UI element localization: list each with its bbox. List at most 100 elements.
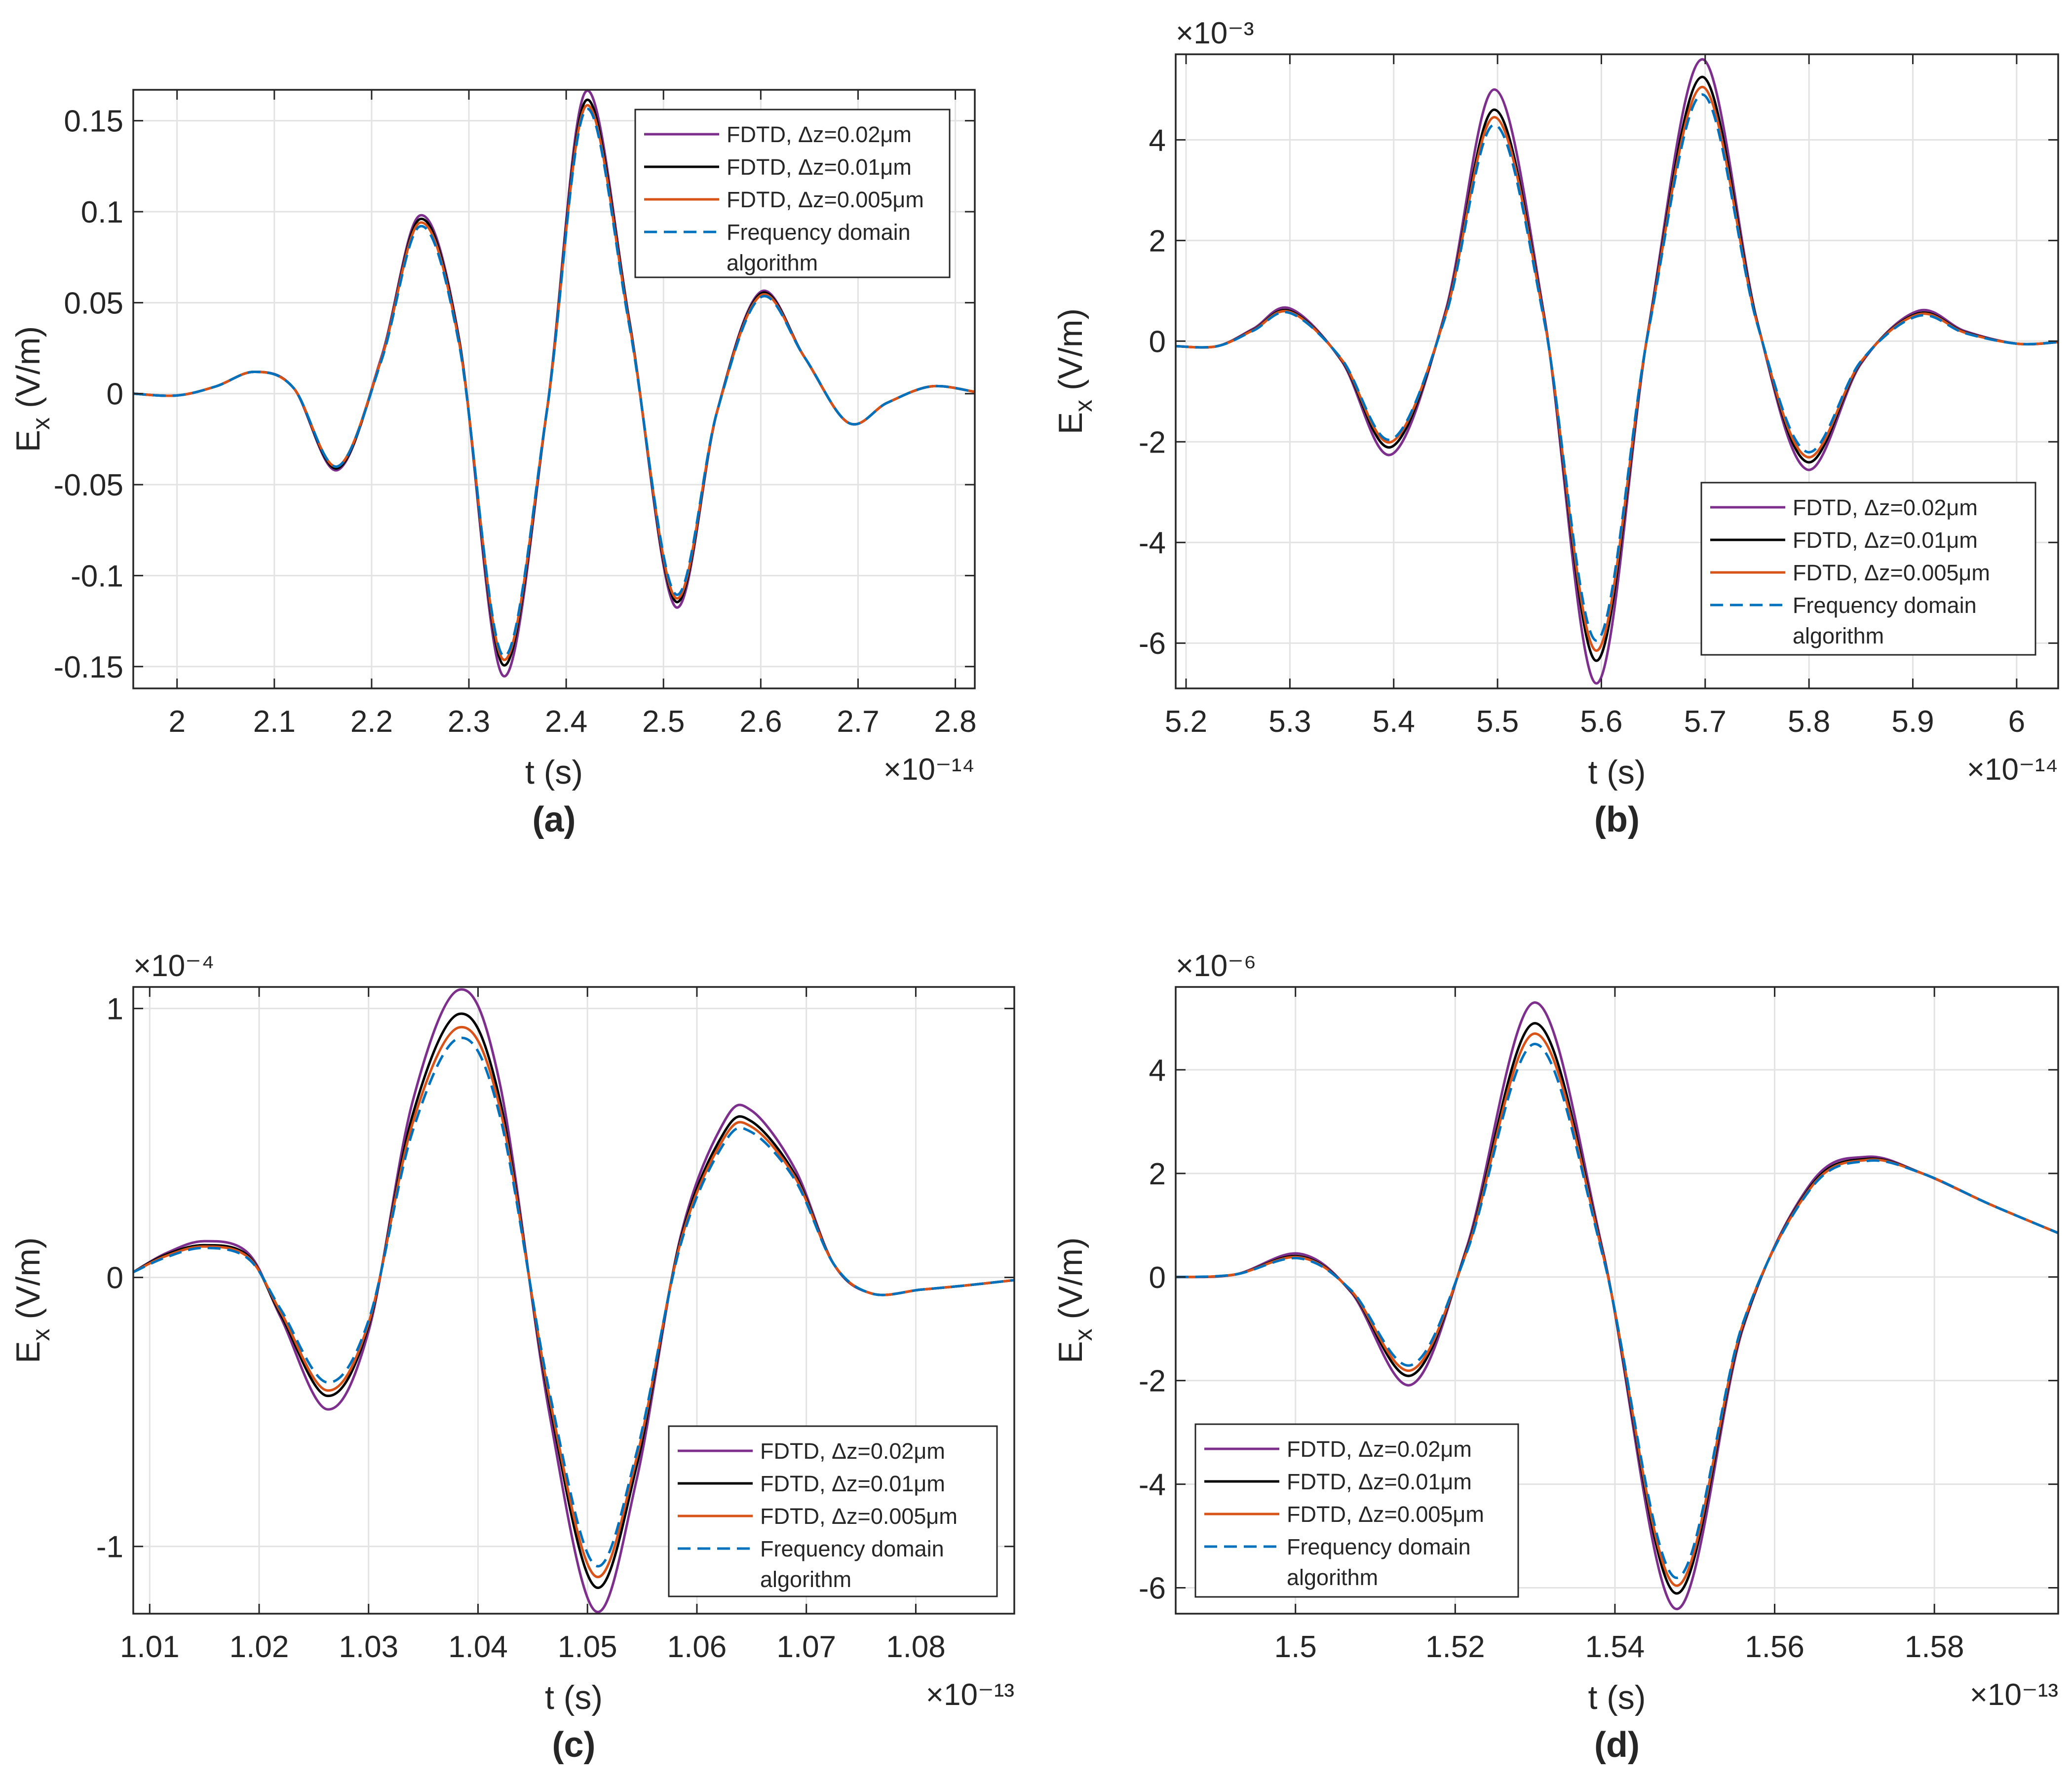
panel-b-series-line-4: [1176, 93, 2058, 642]
panel-b-legend-label-3: FDTD, Δz=0.005μm: [1793, 560, 1990, 585]
panel-b-legend-label-5: algorithm: [1793, 623, 1884, 648]
panel-c-legend: FDTD, Δz=0.02μm FDTD, Δz=0.01μm FDTD, Δz=0…: [668, 1425, 998, 1597]
panel-a-y-tick-label: -0.05: [54, 468, 123, 502]
panel-b-y-tick-label: 2: [1149, 224, 1166, 258]
panel-b-panel-label: (b): [1594, 800, 1640, 839]
panel-b-x-tick-label: 5.3: [1268, 705, 1311, 739]
panel-b-series-group: [1176, 58, 2058, 685]
panel-a-y-tick-label: -0.1: [71, 559, 123, 593]
panel-a-x-tick-label: 2.8: [934, 705, 976, 739]
panel-a-legend-label-5: algorithm: [727, 250, 818, 275]
panel-a-y-axis-label: Ex (V/m): [9, 326, 55, 452]
panel-a-x-tick-label: 2.4: [545, 705, 587, 739]
panel-d-axes-box: [1175, 986, 2059, 1615]
panel-b-x-tick-label: 5.5: [1476, 705, 1519, 739]
panel-d-y-tick-label: 0: [1149, 1261, 1166, 1295]
panel-c-legend-box: [668, 1425, 998, 1597]
panel-c-x-exponent: ×10⁻¹³: [926, 1678, 1014, 1712]
panel-a-x-tick-label: 2.6: [739, 705, 782, 739]
panel-a-legend-box: [634, 109, 951, 278]
panel-c-x-tick-label: 1.04: [448, 1630, 508, 1664]
panel-d-legend-label-3: FDTD, Δz=0.005μm: [1287, 1502, 1484, 1527]
panel-b-y-axis-label: Ex (V/m): [1052, 308, 1097, 434]
panel-a-legend-label-3: FDTD, Δz=0.005μm: [727, 187, 924, 212]
panel-a-legend-label-1: FDTD, Δz=0.02μm: [727, 122, 912, 147]
panel-c-series-line-4: [133, 1036, 1014, 1568]
panel-c-legend-label-2: FDTD, Δz=0.01μm: [760, 1471, 945, 1496]
panel-c-legend-label-1: FDTD, Δz=0.02μm: [760, 1438, 945, 1464]
panel-c-x-tick-label: 1.03: [339, 1630, 398, 1664]
panel-b-y-tick-label: -4: [1139, 526, 1166, 560]
panel-a: 2 2.1 2.2 2.3 2.4 2.5 2.6 2.7 2.8 -0.15 -0.1 -0.05 0…: [9, 89, 977, 839]
panel-b-y-tick-label: -6: [1139, 627, 1166, 661]
panel-b-legend: FDTD, Δz=0.02μm FDTD, Δz=0.01μm FDTD, Δz=0…: [1700, 482, 2036, 656]
panel-d-legend-box: [1194, 1423, 1519, 1598]
panel-d-x-tick-label: 1.52: [1425, 1630, 1485, 1664]
panel-d-legend-label-4: Frequency domain: [1287, 1534, 1471, 1559]
panel-d-y-exponent: ×10⁻⁶: [1176, 949, 1256, 983]
panel-c-x-tick-label: 1.08: [886, 1630, 946, 1664]
panel-c: 1.01 1.02 1.03 1.04 1.05 1.06 1.07 1.08 -1 0 1 ×10⁻…: [9, 949, 1015, 1765]
panel-a-x-tick-label: 2.7: [837, 705, 879, 739]
panel-b-x-tick-label: 5.7: [1684, 705, 1727, 739]
panel-d-x-tick-label: 1.54: [1585, 1630, 1645, 1664]
panel-a-x-axis-label: t (s): [525, 754, 583, 791]
panel-b-x-tick-label: 5.4: [1373, 705, 1415, 739]
panel-a-x-tick-label: 2.5: [642, 705, 685, 739]
panel-c-axes-box: [132, 986, 1015, 1615]
panel-a-y-tick-label: 0.15: [64, 105, 123, 139]
panel-c-series-group: [133, 988, 1014, 1614]
panel-a-axes-box: [132, 89, 976, 689]
panel-c-x-tick-label: 1.05: [558, 1630, 617, 1664]
panel-a-y-tick-label: 0.05: [64, 286, 123, 320]
panel-a-y-tick-label: 0.1: [81, 195, 123, 229]
panel-b-legend-label-1: FDTD, Δz=0.02μm: [1793, 495, 1978, 520]
panel-a-series-line-4: [133, 108, 975, 658]
panel-a-legend: FDTD, Δz=0.02μm FDTD, Δz=0.01μm FDTD, Δz=0…: [634, 109, 951, 278]
panel-b-y-tick-label: -2: [1139, 425, 1166, 459]
panel-d-series-group: [1176, 1001, 2058, 1610]
panel-b-x-axis-label: t (s): [1588, 754, 1646, 791]
panel-c-x-tick-label: 1.02: [230, 1630, 289, 1664]
panel-c-legend-label-3: FDTD, Δz=0.005μm: [760, 1504, 958, 1529]
panel-d-legend-label-2: FDTD, Δz=0.01μm: [1287, 1469, 1472, 1494]
panel-b-x-exponent: ×10⁻¹⁴: [1967, 753, 2058, 787]
panel-d-x-tick-label: 1.56: [1745, 1630, 1804, 1664]
panel-c-x-axis-label: t (s): [545, 1679, 603, 1716]
panel-b-x-tick-label: 5.9: [1891, 705, 1934, 739]
panel-d-x-axis-label: t (s): [1588, 1679, 1646, 1716]
panel-b-y-tick-label: 4: [1149, 123, 1166, 157]
panel-a-y-tick-label: 0: [107, 378, 123, 412]
panel-a-x-tick-label: 2.3: [448, 705, 490, 739]
panel-d: 1.5 1.52 1.54 1.56 1.58 -6 -4 -2 0 2 4 ×10⁻¹³ ×10⁻⁶ t…: [1052, 949, 2059, 1765]
panel-c-panel-label: (c): [552, 1725, 596, 1765]
panel-b-x-tick-label: 5.8: [1788, 705, 1830, 739]
panel-d-legend-label-1: FDTD, Δz=0.02μm: [1287, 1437, 1472, 1462]
panel-c-x-tick-label: 1.06: [667, 1630, 727, 1664]
panel-d-series-line-4: [1176, 1042, 2058, 1579]
panel-a-panel-label: (a): [533, 800, 576, 839]
panel-a-y-tick-label: -0.15: [54, 650, 123, 684]
panel-a-x-exponent: ×10⁻¹⁴: [883, 753, 975, 787]
panel-d-y-tick-label: 4: [1149, 1054, 1166, 1088]
panel-a-series-group: [133, 90, 975, 678]
panel-c-series-line-3: [133, 1025, 1014, 1579]
panel-c-legend-label-5: algorithm: [760, 1567, 851, 1592]
panel-a-x-tick-label: 2.2: [350, 705, 393, 739]
panel-b-x-tick-label: 6: [2008, 705, 2025, 739]
panel-d-y-axis-label: Ex (V/m): [1052, 1237, 1097, 1363]
panel-b-axes-box: [1175, 53, 2059, 689]
panel-d-x-exponent: ×10⁻¹³: [1970, 1678, 2058, 1712]
panel-c-y-tick-label: -1: [96, 1530, 123, 1564]
panel-a-legend-label-4: Frequency domain: [727, 220, 911, 245]
panel-c-x-tick-label: 1.01: [120, 1630, 180, 1664]
panel-c-y-tick-label: 0: [107, 1261, 123, 1295]
panel-a-x-tick-label: 2.1: [253, 705, 296, 739]
panel-c-x-tick-label: 1.07: [776, 1630, 836, 1664]
panel-d-legend-label-5: algorithm: [1287, 1565, 1378, 1590]
panel-b-y-tick-label: 0: [1149, 325, 1166, 359]
panel-b-x-tick-label: 5.6: [1580, 705, 1622, 739]
panel-c-y-exponent: ×10⁻⁴: [133, 949, 215, 983]
panel-a-x-tick-label: 2: [168, 705, 185, 739]
